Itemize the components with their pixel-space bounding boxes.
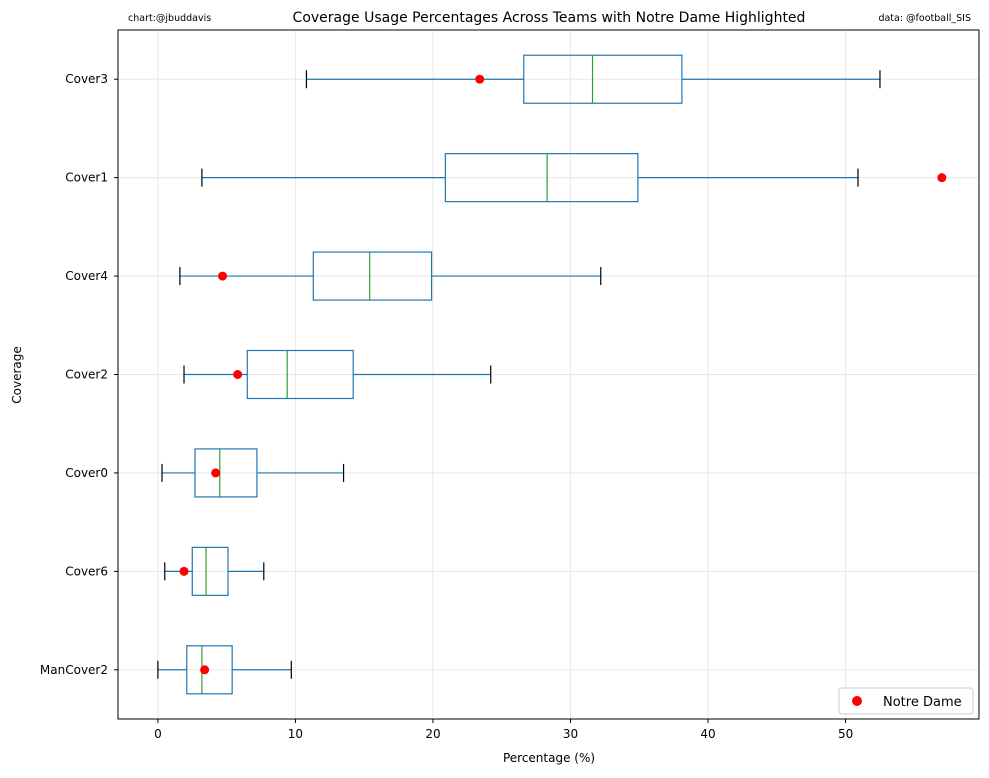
x-tick-label: 50 xyxy=(838,727,853,741)
x-tick-label: 20 xyxy=(425,727,440,741)
y-tick-label: ManCover2 xyxy=(40,663,108,677)
y-tick-label: Cover1 xyxy=(65,171,108,185)
legend: Notre Dame xyxy=(838,687,974,715)
credit-note: chart:@jbuddavis xyxy=(128,13,211,24)
box-cover0 xyxy=(194,448,258,498)
box-cover2 xyxy=(246,349,354,400)
notre-dame-point xyxy=(200,665,210,675)
notre-dame-point xyxy=(211,468,221,478)
notre-dame-point xyxy=(475,74,485,84)
y-tick-label: Cover3 xyxy=(65,72,108,86)
legend-marker-icon xyxy=(852,696,862,706)
legend-label: Notre Dame xyxy=(883,695,962,710)
box-cover4 xyxy=(312,251,433,301)
x-tick-label: 10 xyxy=(288,727,303,741)
x-tick-label: 0 xyxy=(154,727,162,741)
box-cover1 xyxy=(444,153,639,203)
notre-dame-point xyxy=(937,173,947,183)
y-tick-label: Cover2 xyxy=(65,368,108,382)
chart-title: Coverage Usage Percentages Across Teams … xyxy=(293,10,806,26)
box-mancover2 xyxy=(186,645,233,695)
x-axis-label: Percentage (%) xyxy=(503,751,595,765)
box-cover3 xyxy=(523,54,683,104)
notre-dame-point xyxy=(179,566,189,576)
box-cover6 xyxy=(191,546,229,596)
notre-dame-point xyxy=(218,271,228,281)
y-tick-label: Cover4 xyxy=(65,269,108,283)
data-source-note: data: @football_SIS xyxy=(878,13,971,24)
legend-frame xyxy=(838,687,974,715)
x-tick-label: 40 xyxy=(700,727,715,741)
notre-dame-point xyxy=(233,370,243,379)
y-tick-label: Cover6 xyxy=(65,564,108,578)
y-tick-label: Cover0 xyxy=(65,466,108,480)
x-tick-label: 30 xyxy=(563,727,578,741)
y-axis-label: Coverage xyxy=(10,346,24,404)
